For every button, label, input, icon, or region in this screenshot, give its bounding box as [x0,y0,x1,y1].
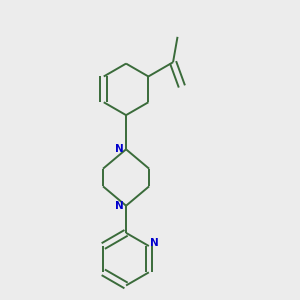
Text: N: N [115,144,123,154]
Text: N: N [115,201,123,211]
Text: N: N [150,238,159,248]
